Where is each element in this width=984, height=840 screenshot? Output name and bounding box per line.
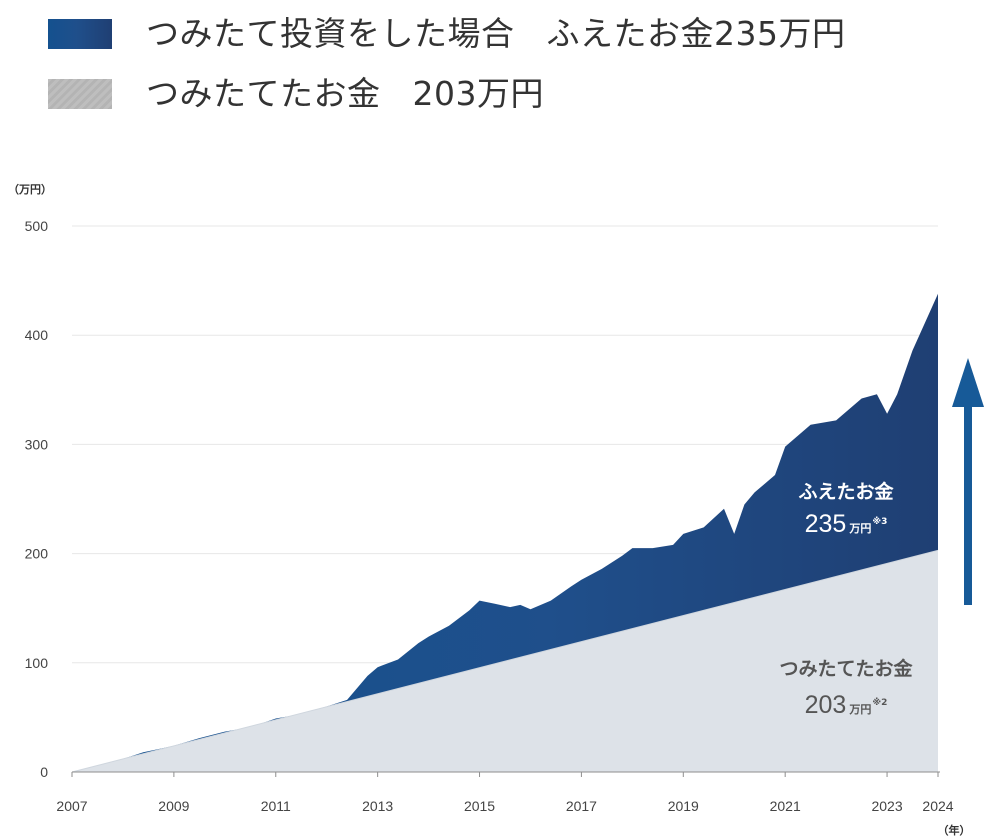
arrow-up-icon bbox=[952, 358, 984, 407]
contribution-line bbox=[71, 549, 939, 773]
chart-legend: つみたて投資をした場合 ふえたお金235万円 つみたてたお金 203万円 bbox=[0, 0, 984, 130]
investment-annotation-value: 235 万円※3 bbox=[805, 510, 888, 538]
x-unit-label: （年） bbox=[938, 823, 971, 837]
contribution-annotation-value: 203 万円※2 bbox=[805, 691, 888, 719]
legend-label-investment: つみたて投資をした場合 bbox=[146, 14, 515, 53]
x-tick-label: 2024 bbox=[922, 798, 953, 814]
x-tick-label: 2017 bbox=[566, 798, 597, 814]
legend-amount-contribution: 203万円 bbox=[412, 74, 544, 113]
contribution-annotation-note: ※2 bbox=[872, 697, 887, 708]
y-tick-label: 300 bbox=[25, 436, 49, 452]
y-tick-label: 0 bbox=[40, 764, 48, 780]
y-tick-label: 100 bbox=[25, 655, 49, 671]
legend-amount-investment: ふえたお金235万円 bbox=[546, 14, 846, 53]
axis-labels: 0 100 200 300 400 500 （万円） 2007 2009 2011 2013 2015… bbox=[8, 183, 971, 837]
x-tick-label: 2021 bbox=[770, 798, 801, 814]
investment-annotation-amount: 235 bbox=[805, 510, 847, 538]
investment-annotation-note: ※3 bbox=[872, 516, 887, 527]
legend-swatch-investment bbox=[48, 19, 112, 49]
x-tick-label: 2023 bbox=[871, 798, 902, 814]
y-tick-label: 200 bbox=[25, 546, 49, 562]
growth-arrow bbox=[952, 358, 984, 605]
arrow-up-icon-shaft bbox=[964, 398, 972, 605]
contribution-annotation-title: つみたてたお金 bbox=[779, 657, 913, 680]
x-tick-label: 2009 bbox=[158, 798, 189, 814]
y-tick-label: 400 bbox=[25, 327, 49, 343]
area-series-layer bbox=[71, 293, 939, 773]
y-tick-label: 500 bbox=[25, 218, 49, 234]
legend-item-investment: つみたて投資をした場合 ふえたお金235万円 bbox=[48, 14, 846, 54]
x-tick-label: 2013 bbox=[362, 798, 393, 814]
contribution-annotation-unit: 万円 bbox=[848, 703, 871, 716]
x-tick-label: 2007 bbox=[56, 798, 87, 814]
investment-annotation-unit: 万円 bbox=[848, 522, 871, 535]
y-unit-label: （万円） bbox=[8, 183, 52, 196]
legend-item-contribution: つみたてたお金 203万円 bbox=[48, 74, 544, 114]
x-tick-label: 2011 bbox=[261, 798, 291, 814]
legend-swatch-contribution bbox=[48, 79, 112, 109]
x-tick-label: 2019 bbox=[668, 798, 699, 814]
contribution-annotation-amount: 203 bbox=[805, 691, 847, 719]
x-tick-label: 2015 bbox=[464, 798, 495, 814]
investment-annotation-title: ふえたお金 bbox=[798, 480, 894, 503]
legend-label-contribution: つみたてたお金 bbox=[146, 74, 381, 113]
